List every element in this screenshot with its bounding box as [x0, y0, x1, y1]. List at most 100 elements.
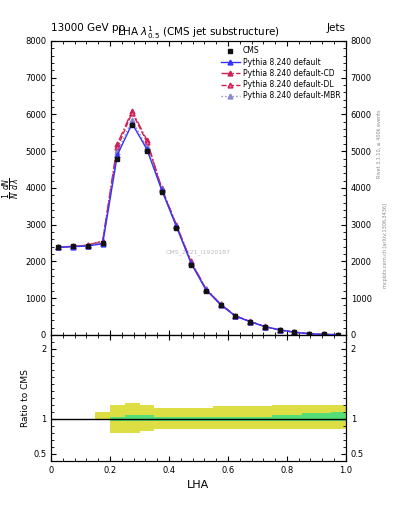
Pythia 8.240 default-CD — [218, 301, 223, 307]
Pythia 8.240 default-CD — [307, 331, 311, 337]
CMS — [56, 244, 61, 250]
Pythia 8.240 default — [159, 187, 164, 193]
CMS — [307, 331, 311, 337]
Pythia 8.240 default-CD — [100, 238, 105, 244]
Pythia 8.240 default-MBR — [159, 186, 164, 193]
Line: Pythia 8.240 default-CD: Pythia 8.240 default-CD — [56, 109, 341, 337]
Pythia 8.240 default-DL — [321, 331, 326, 337]
Pythia 8.240 default-MBR — [263, 324, 267, 330]
Pythia 8.240 default-MBR — [233, 313, 238, 319]
Pythia 8.240 default-MBR — [204, 286, 208, 292]
CMS — [233, 313, 238, 319]
Pythia 8.240 default-DL — [263, 324, 267, 330]
CMS — [204, 288, 208, 294]
Pythia 8.240 default-CD — [292, 329, 297, 335]
Y-axis label: $\frac{1}{N}\,\frac{dN}{d\,\lambda}$: $\frac{1}{N}\,\frac{dN}{d\,\lambda}$ — [1, 177, 22, 199]
Pythia 8.240 default-DL — [174, 222, 179, 228]
Pythia 8.240 default-MBR — [321, 331, 326, 337]
Pythia 8.240 default-DL — [159, 185, 164, 191]
Pythia 8.240 default-CD — [86, 242, 90, 248]
Pythia 8.240 default-MBR — [336, 332, 341, 338]
Pythia 8.240 default-DL — [336, 332, 341, 338]
Pythia 8.240 default-DL — [71, 243, 75, 249]
Pythia 8.240 default — [115, 152, 120, 158]
Line: CMS: CMS — [56, 123, 341, 337]
Pythia 8.240 default-CD — [56, 244, 61, 250]
Pythia 8.240 default-DL — [248, 318, 252, 325]
Pythia 8.240 default-CD — [115, 141, 120, 147]
Pythia 8.240 default — [292, 329, 297, 335]
Text: CMS_2021_I1920187: CMS_2021_I1920187 — [166, 250, 231, 255]
Pythia 8.240 default-DL — [130, 110, 134, 116]
Title: LHA $\lambda^{1}_{0.5}$ (CMS jet substructure): LHA $\lambda^{1}_{0.5}$ (CMS jet substru… — [117, 24, 280, 41]
Pythia 8.240 default-CD — [204, 286, 208, 292]
Pythia 8.240 default — [56, 244, 61, 250]
Pythia 8.240 default-DL — [86, 242, 90, 248]
CMS — [100, 240, 105, 246]
CMS — [174, 225, 179, 231]
CMS — [263, 324, 267, 330]
Pythia 8.240 default — [263, 324, 267, 330]
Pythia 8.240 default-CD — [277, 327, 282, 333]
CMS — [336, 332, 341, 338]
Line: Pythia 8.240 default: Pythia 8.240 default — [56, 121, 341, 337]
Pythia 8.240 default-MBR — [218, 302, 223, 308]
Pythia 8.240 default-CD — [248, 318, 252, 325]
Pythia 8.240 default-CD — [336, 332, 341, 338]
CMS — [292, 329, 297, 335]
Line: Pythia 8.240 default-MBR: Pythia 8.240 default-MBR — [56, 118, 341, 337]
Text: 13000 GeV pp: 13000 GeV pp — [51, 23, 125, 33]
Pythia 8.240 default-CD — [145, 137, 149, 143]
Pythia 8.240 default-DL — [233, 313, 238, 319]
Legend: CMS, Pythia 8.240 default, Pythia 8.240 default-CD, Pythia 8.240 default-DL, Pyt: CMS, Pythia 8.240 default, Pythia 8.240 … — [219, 45, 342, 102]
CMS — [115, 156, 120, 162]
Pythia 8.240 default-CD — [130, 108, 134, 114]
Text: Jets: Jets — [327, 23, 346, 33]
Pythia 8.240 default-MBR — [115, 149, 120, 155]
Y-axis label: Ratio to CMS: Ratio to CMS — [21, 369, 30, 427]
CMS — [145, 148, 149, 154]
Pythia 8.240 default-DL — [204, 286, 208, 292]
Pythia 8.240 default-DL — [218, 301, 223, 307]
Pythia 8.240 default-DL — [292, 329, 297, 335]
Pythia 8.240 default — [277, 327, 282, 333]
CMS — [189, 262, 193, 268]
Pythia 8.240 default-MBR — [307, 331, 311, 337]
Pythia 8.240 default-DL — [115, 144, 120, 151]
Text: mcplots.cern.ch [arXiv:1306.3436]: mcplots.cern.ch [arXiv:1306.3436] — [383, 203, 387, 288]
Pythia 8.240 default-DL — [100, 239, 105, 245]
Text: Rivet 3.1.10, ≥ 400k events: Rivet 3.1.10, ≥ 400k events — [377, 109, 382, 178]
Pythia 8.240 default — [218, 302, 223, 308]
Pythia 8.240 default-MBR — [100, 240, 105, 246]
Pythia 8.240 default-MBR — [174, 223, 179, 229]
CMS — [277, 327, 282, 333]
CMS — [130, 122, 134, 129]
Pythia 8.240 default-DL — [189, 259, 193, 265]
X-axis label: LHA: LHA — [187, 480, 209, 490]
Pythia 8.240 default-MBR — [56, 244, 61, 250]
Pythia 8.240 default — [174, 223, 179, 229]
CMS — [321, 331, 326, 337]
Pythia 8.240 default-MBR — [292, 329, 297, 335]
Pythia 8.240 default-MBR — [277, 327, 282, 333]
Pythia 8.240 default-CD — [71, 243, 75, 249]
Pythia 8.240 default-MBR — [86, 243, 90, 249]
Pythia 8.240 default-MBR — [71, 243, 75, 249]
Pythia 8.240 default-DL — [277, 327, 282, 333]
Pythia 8.240 default-CD — [263, 324, 267, 330]
Pythia 8.240 default — [321, 331, 326, 337]
CMS — [248, 319, 252, 325]
Pythia 8.240 default — [145, 146, 149, 153]
Pythia 8.240 default — [86, 243, 90, 249]
Pythia 8.240 default-DL — [307, 331, 311, 337]
Pythia 8.240 default-CD — [321, 331, 326, 337]
Pythia 8.240 default — [307, 331, 311, 337]
CMS — [71, 243, 75, 249]
Pythia 8.240 default-DL — [56, 244, 61, 250]
Pythia 8.240 default — [100, 241, 105, 247]
Pythia 8.240 default — [248, 318, 252, 325]
Pythia 8.240 default-MBR — [130, 117, 134, 123]
Pythia 8.240 default — [204, 287, 208, 293]
Pythia 8.240 default — [233, 313, 238, 319]
Pythia 8.240 default-MBR — [189, 260, 193, 266]
